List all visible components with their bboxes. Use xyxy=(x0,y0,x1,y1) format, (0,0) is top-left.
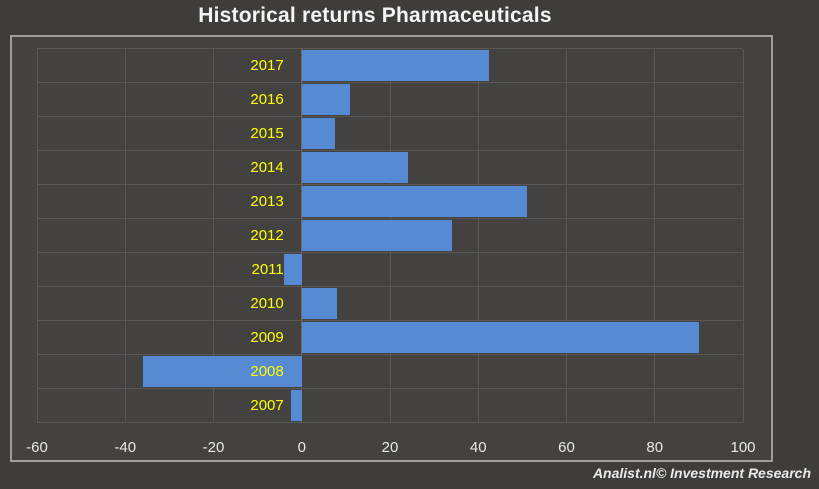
gridline xyxy=(477,48,479,423)
gridline xyxy=(654,48,656,423)
category-label-2008: 2008 xyxy=(250,362,284,380)
x-tick-label: 80 xyxy=(646,438,664,456)
bar-2015 xyxy=(301,118,335,149)
gridline xyxy=(37,354,743,355)
category-label-2009: 2009 xyxy=(250,328,284,346)
category-label-2012: 2012 xyxy=(250,226,284,244)
x-tick-label: -60 xyxy=(26,438,48,456)
chart-title: Historical returns Pharmaceuticals xyxy=(198,4,552,27)
category-label-2011: 2011 xyxy=(251,260,284,278)
gridline xyxy=(37,320,743,321)
x-tick-label: -20 xyxy=(202,438,225,456)
bar-2009 xyxy=(301,322,699,353)
gridline xyxy=(742,48,744,423)
x-tick-label: 100 xyxy=(730,438,756,456)
gridline xyxy=(37,82,743,83)
gridline xyxy=(37,150,743,151)
gridline xyxy=(566,48,567,423)
gridline xyxy=(37,184,743,185)
bar-2010 xyxy=(301,288,338,319)
category-label-2016: 2016 xyxy=(250,90,284,108)
bar-2012 xyxy=(301,220,452,251)
gridline xyxy=(36,48,38,423)
gridline xyxy=(37,286,743,287)
category-label-2007: 2007 xyxy=(250,396,284,414)
watermark-text: Analist.nl© Investment Research xyxy=(592,465,811,481)
category-label-2010: 2010 xyxy=(250,294,284,312)
gridline xyxy=(37,388,743,389)
bar-2017 xyxy=(301,50,490,81)
gridline xyxy=(37,422,743,423)
gridline xyxy=(37,116,743,117)
category-label-2013: 2013 xyxy=(250,192,284,210)
category-label-2015: 2015 xyxy=(250,124,284,142)
category-label-2017: 2017 xyxy=(250,56,284,74)
x-tick-label: 40 xyxy=(469,438,487,456)
bar-2014 xyxy=(301,152,408,183)
gridline xyxy=(37,218,743,219)
bar-2011 xyxy=(284,254,302,285)
bar-2016 xyxy=(301,84,351,115)
gridline xyxy=(124,48,126,423)
gridline xyxy=(37,48,743,49)
bar-2008 xyxy=(142,356,302,387)
category-label-2014: 2014 xyxy=(250,158,284,176)
x-tick-label: 60 xyxy=(558,438,575,456)
x-tick-label: 0 xyxy=(297,438,306,456)
x-tick-label: -40 xyxy=(114,438,137,456)
bar-2013 xyxy=(301,186,527,217)
x-tick-label: 20 xyxy=(381,438,399,456)
bar-2007 xyxy=(290,390,302,421)
gridline xyxy=(213,48,214,423)
gridline xyxy=(37,252,743,253)
